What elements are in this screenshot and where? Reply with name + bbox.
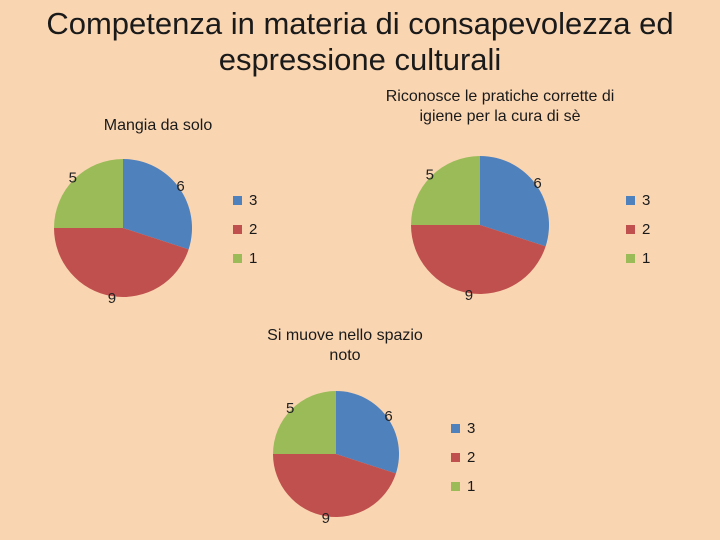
chart-title: Riconosce le pratiche corrette di igiene… <box>385 88 615 125</box>
pie-slice-1 <box>411 156 480 225</box>
data-label: 9 <box>108 290 116 307</box>
legend-swatch <box>233 254 242 263</box>
legend: 3 2 1 <box>233 186 257 273</box>
data-label: 9 <box>322 510 330 527</box>
chart-title: Si muove nello spazio noto <box>267 327 423 364</box>
legend-item: 3 <box>451 414 475 443</box>
legend-label: 2 <box>642 221 651 238</box>
legend-swatch <box>626 225 635 234</box>
data-label: 5 <box>426 167 434 184</box>
legend-item: 2 <box>233 215 257 244</box>
legend-label: 2 <box>467 449 476 466</box>
slide-title: Competenza in materia di consapevolezza … <box>46 6 674 77</box>
pie-slice-1 <box>54 159 123 228</box>
legend-item: 1 <box>233 244 257 273</box>
data-label: 5 <box>286 400 294 417</box>
legend-label: 3 <box>642 192 651 209</box>
pie-slice-2 <box>54 228 189 298</box>
legend-swatch <box>626 196 635 205</box>
legend-label: 2 <box>249 221 258 238</box>
pie-slice-3 <box>123 159 192 250</box>
legend-swatch <box>233 225 242 234</box>
legend-swatch <box>451 424 460 433</box>
data-label: 9 <box>465 287 473 304</box>
legend-label: 3 <box>467 420 476 437</box>
data-label: 6 <box>176 178 184 195</box>
pie-slice-1 <box>273 391 336 454</box>
legend-label: 3 <box>249 192 258 209</box>
legend-item: 3 <box>233 186 257 215</box>
legend-swatch <box>451 482 460 491</box>
legend-item: 1 <box>451 472 475 501</box>
legend-item: 1 <box>626 244 650 273</box>
legend-item: 3 <box>626 186 650 215</box>
pie-slice-3 <box>480 156 550 247</box>
legend-item: 2 <box>451 443 475 472</box>
pie-slice-2 <box>273 454 396 518</box>
legend-item: 2 <box>626 215 650 244</box>
pie-slice-3 <box>336 391 400 474</box>
data-label: 5 <box>69 170 77 187</box>
legend-label: 1 <box>249 250 258 267</box>
legend-swatch <box>451 453 460 462</box>
data-label: 6 <box>533 175 541 192</box>
legend-label: 1 <box>467 478 476 495</box>
legend-swatch <box>626 254 635 263</box>
legend: 3 2 1 <box>626 186 650 273</box>
pie-slice-2 <box>411 225 546 295</box>
legend: 3 2 1 <box>451 414 475 501</box>
data-label: 6 <box>384 408 392 425</box>
legend-label: 1 <box>642 250 651 267</box>
legend-swatch <box>233 196 242 205</box>
chart-title: Mangia da solo <box>103 117 213 134</box>
